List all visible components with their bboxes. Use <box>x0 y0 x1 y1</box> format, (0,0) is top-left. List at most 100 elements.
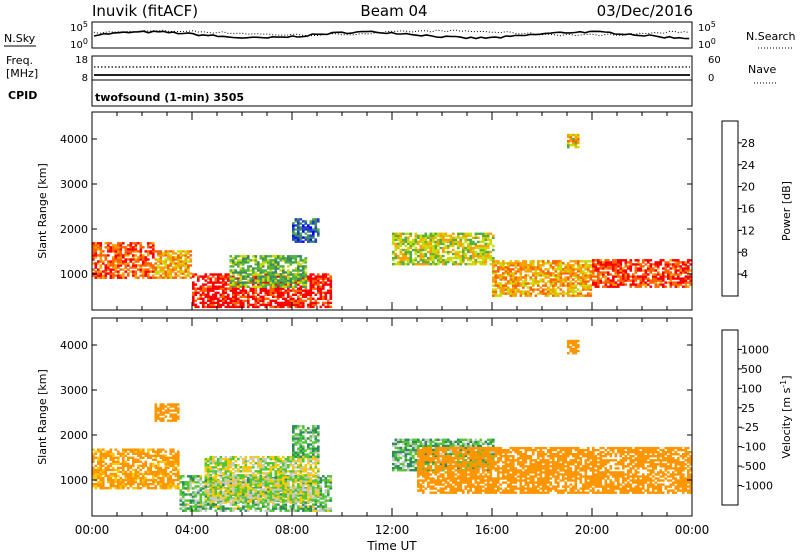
echo-cell <box>572 284 575 287</box>
echo-cell <box>609 265 613 268</box>
echo-cell <box>189 258 193 261</box>
echo-cell <box>97 472 100 476</box>
echo-cell <box>272 480 275 483</box>
echo-cell <box>129 244 133 247</box>
echo-cell <box>287 287 290 290</box>
echo-cell <box>577 266 580 269</box>
echo-cell <box>664 285 668 288</box>
echo-cell <box>207 287 210 290</box>
echo-cell <box>494 294 498 297</box>
echo-cell <box>227 487 230 490</box>
echo-cell <box>324 499 328 502</box>
echo-cell <box>207 484 210 487</box>
echo-cell <box>499 286 503 289</box>
echo-cell <box>302 303 305 307</box>
echo-cell <box>404 244 408 248</box>
echo-cell <box>654 279 658 282</box>
echo-cell <box>417 254 420 258</box>
echo-cell <box>449 242 453 246</box>
echo-cell <box>529 276 533 279</box>
echo-cell <box>634 279 638 282</box>
echo-cell <box>294 291 298 294</box>
echo-cell <box>232 301 235 305</box>
echo-cell <box>127 456 130 459</box>
echo-cell <box>257 285 260 288</box>
echo-cell <box>132 482 135 486</box>
echo-cell <box>184 266 188 269</box>
echo-cell <box>419 234 423 237</box>
echo-cell <box>319 503 323 506</box>
echo-cell <box>272 490 275 493</box>
echo-cell <box>282 277 285 280</box>
echo-cell <box>232 486 235 489</box>
echo-cell <box>234 498 238 501</box>
echo-cell <box>299 228 303 231</box>
echo-cell <box>674 273 678 276</box>
velocity-echoes <box>92 339 693 512</box>
echo-cell <box>684 275 688 278</box>
echo-cell <box>242 255 245 258</box>
echo-cell <box>109 476 113 480</box>
echo-cell <box>277 297 280 300</box>
echo-cell <box>114 448 118 451</box>
echo-cell <box>197 493 200 496</box>
echo-cell <box>212 457 215 461</box>
echo-cell <box>209 301 213 305</box>
echo-cell <box>217 474 220 477</box>
echo-cell <box>262 265 265 268</box>
echo-cell <box>457 244 460 248</box>
echo-cell <box>134 472 138 476</box>
echo-cell <box>267 472 270 475</box>
echo-cell <box>277 478 280 481</box>
echo-cell <box>262 275 265 278</box>
echo-cell <box>599 259 603 262</box>
echo-cell <box>309 236 313 239</box>
echo-cell <box>177 270 180 273</box>
echo-cell <box>597 261 600 264</box>
echo-cell <box>472 242 475 246</box>
echo-cell <box>552 274 555 277</box>
echo-cell <box>229 509 233 512</box>
echo-cell <box>297 255 300 258</box>
echo-cell <box>464 234 468 237</box>
echo-cell <box>169 464 173 468</box>
echo-cell <box>187 499 190 502</box>
echo-cell <box>467 238 470 242</box>
echo-cell <box>329 479 333 482</box>
echo-cell <box>312 505 315 508</box>
y-tick-label: 1000 <box>60 268 88 281</box>
echo-cell <box>302 488 305 491</box>
echo-cell <box>269 265 273 268</box>
echo-cell <box>527 292 530 295</box>
echo-cell <box>102 262 105 265</box>
echo-cell <box>392 234 395 237</box>
echo-cell <box>217 299 220 302</box>
echo-cell <box>237 271 240 274</box>
echo-cell <box>169 260 173 263</box>
echo-cell <box>422 256 425 260</box>
echo-cell <box>269 480 273 483</box>
echo-cell <box>294 470 298 473</box>
echo-cell <box>584 282 588 285</box>
echo-cell <box>254 285 258 288</box>
echo-cell <box>127 248 130 251</box>
echo-cell <box>532 272 535 275</box>
echo-cell <box>594 259 598 262</box>
echo-cell <box>264 277 268 280</box>
echo-cell <box>647 279 650 282</box>
echo-cell <box>222 481 225 484</box>
echo-cell <box>264 486 268 489</box>
echo-cell <box>612 285 615 288</box>
echo-cell <box>292 490 295 493</box>
echo-cell <box>187 264 190 267</box>
echo-cell <box>279 509 283 512</box>
echo-cell <box>132 258 135 261</box>
echo-cell <box>429 242 433 246</box>
echo-cell <box>139 244 143 247</box>
echo-cell <box>242 261 245 264</box>
echo-cell <box>117 260 120 263</box>
echo-cell <box>164 458 168 461</box>
echo-cell <box>227 460 230 463</box>
echo-cell <box>189 479 193 482</box>
